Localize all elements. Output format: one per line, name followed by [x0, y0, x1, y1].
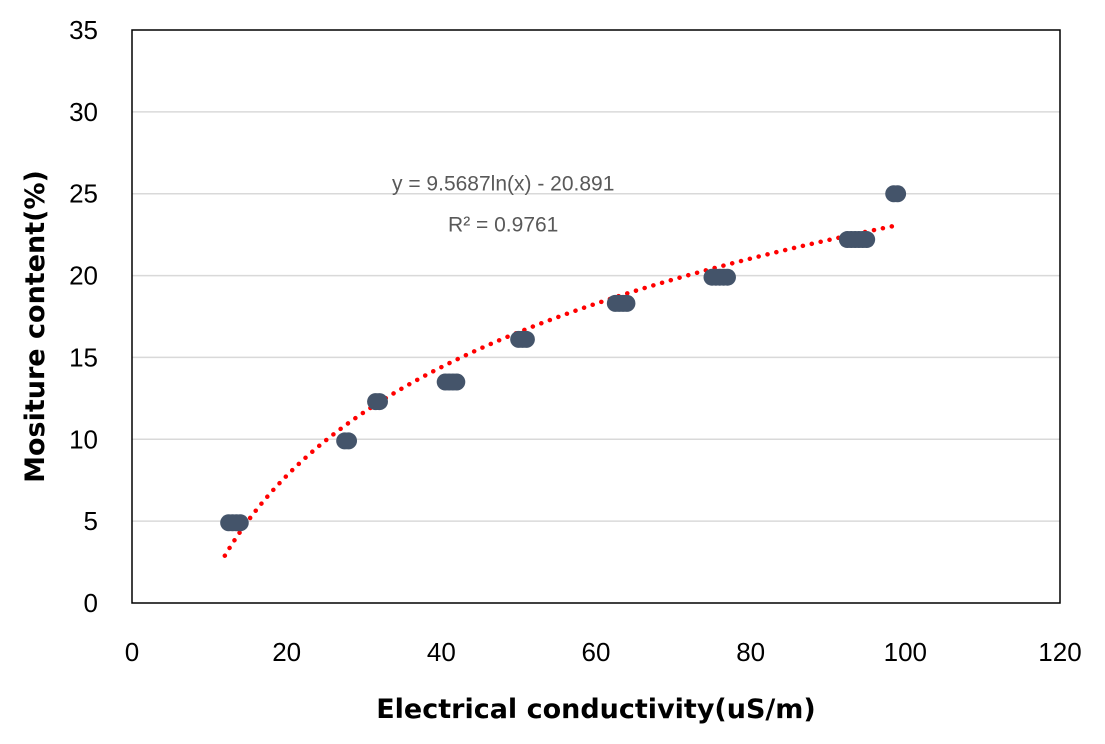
annotations: y = 9.5687ln(x) - 20.891 R² = 0.9761 — [392, 172, 614, 236]
data-point — [340, 432, 358, 450]
y-tick-label: 0 — [84, 588, 98, 618]
y-tick-label: 20 — [69, 261, 98, 291]
data-point — [231, 514, 249, 532]
y-tick-label: 10 — [69, 424, 98, 454]
trendline — [222, 222, 900, 558]
x-tick-label: 0 — [125, 637, 139, 667]
y-tick-label: 25 — [69, 179, 98, 209]
x-tick-label: 20 — [272, 637, 301, 667]
data-point — [618, 294, 636, 312]
data-points — [220, 185, 907, 532]
y-tick-label: 5 — [84, 506, 98, 536]
data-point — [858, 231, 876, 249]
grid-lines — [132, 111, 1060, 522]
y-axis-title: Mositure content(%) — [20, 170, 51, 483]
plot-area-border — [131, 29, 1061, 604]
x-tick-label: 80 — [736, 637, 765, 667]
data-point — [448, 373, 466, 391]
data-point — [718, 268, 736, 286]
data-point — [370, 393, 388, 411]
data-point — [889, 185, 907, 203]
data-point — [517, 330, 535, 348]
trendline-group — [222, 222, 900, 558]
trendline-annotation: y = 9.5687ln(x) - 20.891 — [392, 172, 614, 195]
y-tick-labels: 0 5 10 15 20 25 30 35 — [69, 15, 98, 618]
x-tick-label: 60 — [582, 637, 611, 667]
x-tick-label: 40 — [427, 637, 456, 667]
trendline-annotation: R² = 0.9761 — [448, 213, 558, 236]
x-tick-labels: 0 20 40 60 80 100 120 — [125, 637, 1082, 667]
x-tick-label: 120 — [1038, 637, 1081, 667]
x-axis-title: Electrical conductivity(uS/m) — [376, 694, 816, 725]
y-tick-label: 15 — [69, 342, 98, 372]
x-tick-label: 100 — [884, 637, 927, 667]
y-tick-label: 30 — [69, 97, 98, 127]
y-tick-label: 35 — [69, 15, 98, 45]
